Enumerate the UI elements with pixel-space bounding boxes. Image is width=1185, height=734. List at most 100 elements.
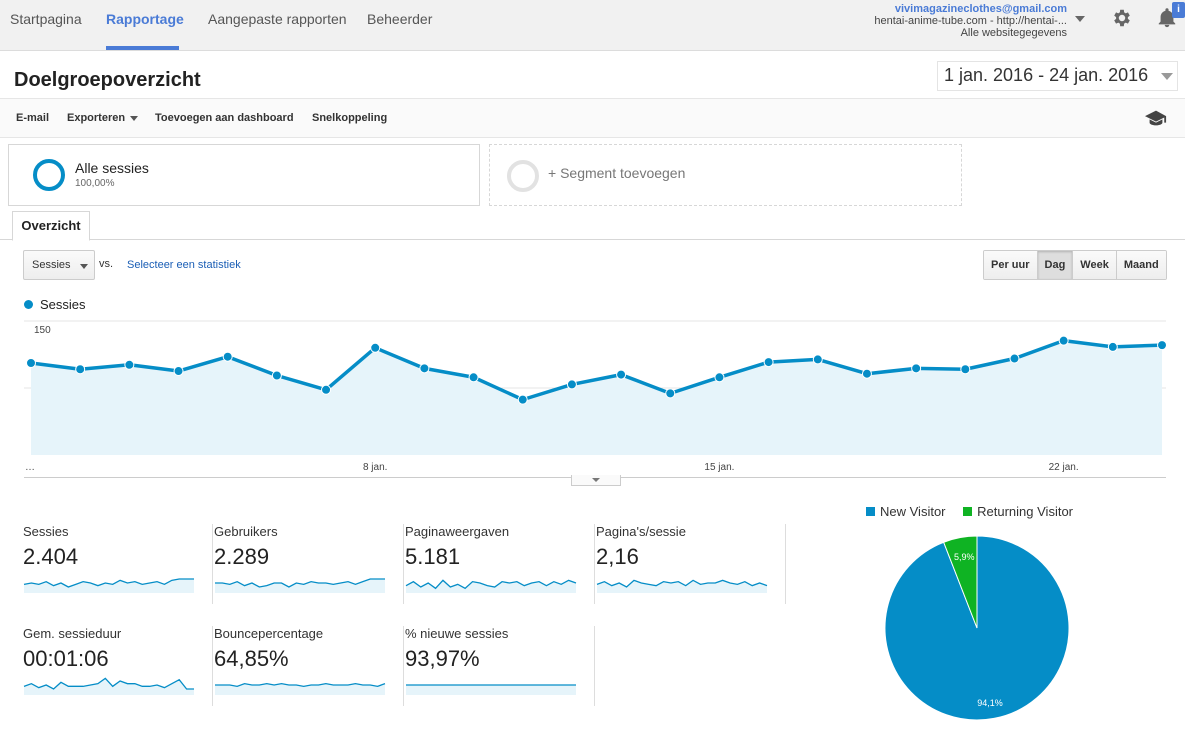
card-divider <box>212 524 213 604</box>
card-divider <box>212 626 213 706</box>
collapse-chart-button[interactable] <box>571 475 621 486</box>
x-tick-label: … <box>25 462 35 473</box>
sparkline-line <box>23 578 194 588</box>
export-button[interactable]: Exporteren <box>67 112 139 124</box>
granularity-maand[interactable]: Maand <box>1115 251 1166 279</box>
data-point <box>566 379 577 390</box>
sparkline-line <box>23 677 194 690</box>
data-point <box>1157 340 1167 351</box>
data-point <box>321 384 332 395</box>
tab-overzicht[interactable]: Overzicht <box>12 211 90 241</box>
add-to-dashboard-button[interactable]: Toevoegen aan dashboard <box>155 112 294 124</box>
info-badge[interactable]: i <box>1172 2 1185 18</box>
data-point <box>26 357 36 368</box>
tab-beheerder[interactable]: Beheerder <box>367 11 433 27</box>
add-segment-label: + Segment toevoegen <box>548 165 686 181</box>
segment-name: Alle sessies <box>75 160 149 176</box>
caret-down-icon[interactable] <box>1075 16 1085 22</box>
metric-value: 2.289 <box>214 544 270 569</box>
data-point <box>75 364 86 375</box>
tab-startpagina[interactable]: Startpagina <box>10 11 82 27</box>
select-statistic-link[interactable]: Selecteer een statistiek <box>127 259 241 271</box>
granularity-week[interactable]: Week <box>1072 251 1116 279</box>
data-point <box>271 370 282 381</box>
metric-value: 64,85% <box>214 646 289 671</box>
granularity-dag[interactable]: Dag <box>1036 251 1073 279</box>
data-point <box>911 363 922 374</box>
sparkline-line <box>596 579 768 588</box>
card-divider <box>594 626 595 706</box>
data-point <box>468 372 479 383</box>
sparkline <box>215 682 386 695</box>
active-tab-indicator <box>106 46 179 50</box>
data-point <box>665 388 676 399</box>
metric-card-nieuwe-sessies: % nieuwe sessies 93,97% <box>405 626 595 708</box>
sparkline-area <box>215 579 385 593</box>
metric-card-paginas-per-sessie: Pagina's/sessie 2,16 <box>596 524 786 606</box>
card-divider <box>403 524 404 604</box>
series-area <box>31 340 1162 455</box>
segment-all-sessions[interactable]: Alle sessies 100,00% <box>8 144 480 206</box>
email-button[interactable]: E-mail <box>16 112 50 124</box>
sparkline-area <box>406 685 576 695</box>
pie-slice <box>943 535 978 629</box>
bell-icon[interactable] <box>1156 7 1178 29</box>
report-toolbar: E-mail Exporteren Toevoegen aan dashboar… <box>0 98 1185 138</box>
metric-label: Gebruikers <box>214 524 278 539</box>
granularity-per-uur[interactable]: Per uur <box>984 251 1037 279</box>
data-point <box>1107 341 1118 352</box>
date-range-label: 1 jan. 2016 - 24 jan. 2016 <box>944 65 1149 85</box>
tab-divider <box>0 239 1185 240</box>
sparkline-area <box>24 678 194 695</box>
add-segment-button[interactable]: + Segment toevoegen <box>489 144 962 206</box>
sparkline <box>215 578 385 593</box>
data-point <box>763 357 774 368</box>
sparkline <box>23 677 194 695</box>
legend-returning-visitor: Returning Visitor <box>977 504 1074 519</box>
metric-value: 00:01:06 <box>23 646 109 671</box>
data-point <box>222 351 233 362</box>
card-divider <box>785 524 786 604</box>
card-divider <box>594 524 595 604</box>
metric-select-value: Sessies <box>32 259 71 271</box>
data-point <box>960 364 971 375</box>
pie-slice-label: 94,1% <box>977 698 1003 708</box>
sparkline <box>405 579 577 593</box>
legend-new-visitor: New Visitor <box>880 504 946 519</box>
legend-swatch-new <box>866 507 875 516</box>
metric-card-paginaweergaven: Paginaweergaven 5.181 <box>405 524 595 606</box>
sparkline-line <box>405 579 577 590</box>
data-point <box>173 366 184 377</box>
sparkline-area <box>215 683 385 695</box>
export-label: Exporteren <box>67 112 126 124</box>
metric-value: 5.181 <box>405 544 461 569</box>
sparkline-area <box>597 580 767 593</box>
shortcut-button[interactable]: Snelkoppeling <box>312 112 388 124</box>
tab-rapportage[interactable]: Rapportage <box>106 11 184 27</box>
sparkline <box>596 579 768 593</box>
data-point <box>861 368 872 379</box>
metric-value: 2,16 <box>596 544 639 569</box>
caret-down-icon <box>130 115 139 121</box>
x-tick-label: 22 jan. <box>1049 462 1079 473</box>
metric-select[interactable]: Sessies <box>23 250 95 280</box>
account-selector[interactable]: vivimagazineclothes@gmail.com hentai-ani… <box>874 3 1067 39</box>
gear-icon[interactable] <box>1111 7 1133 29</box>
sparkline-line <box>215 578 385 588</box>
sparkline <box>406 684 576 695</box>
date-range-picker[interactable]: 1 jan. 2016 - 24 jan. 2016 <box>937 61 1178 91</box>
graduation-cap-icon[interactable] <box>1145 110 1167 126</box>
caret-down-icon <box>80 264 88 269</box>
account-view: Alle websitegegevens <box>960 27 1067 39</box>
metric-card-bouncepercentage: Bouncepercentage 64,85% <box>214 626 404 708</box>
page-title: Doelgroepoverzicht <box>14 69 201 91</box>
data-point <box>1009 353 1020 364</box>
data-point <box>1058 335 1069 346</box>
sessions-line-chart: 75150…8 jan.15 jan.22 jan. <box>24 320 1167 473</box>
data-point <box>419 363 430 374</box>
tab-aangepaste-rapporten[interactable]: Aangepaste rapporten <box>208 11 347 27</box>
series-line <box>30 338 1163 402</box>
metric-label: Bouncepercentage <box>214 626 324 641</box>
account-email: vivimagazineclothes@gmail.com <box>894 3 1067 15</box>
metric-label: Gem. sessieduur <box>23 626 122 641</box>
